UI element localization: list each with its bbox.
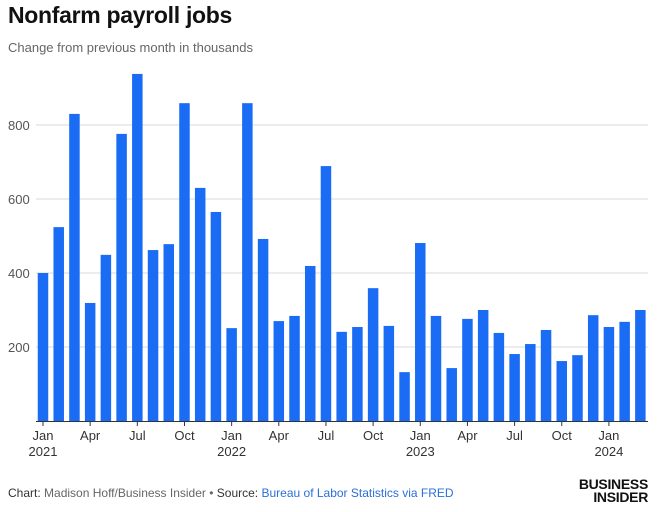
bar-jan-2021 bbox=[37, 273, 49, 421]
bar-feb-2022 bbox=[242, 103, 253, 422]
x-tick-year: 2021 bbox=[29, 444, 58, 459]
x-tick-label: Jan bbox=[598, 428, 619, 443]
bar-mar-2024 bbox=[635, 310, 646, 421]
bar-sep-2022 bbox=[352, 327, 363, 421]
bar-aug-2021 bbox=[147, 250, 159, 421]
bar-dec-2021 bbox=[210, 211, 222, 421]
bar-jul-2022 bbox=[320, 166, 332, 421]
y-tick-label: 400 bbox=[8, 266, 30, 281]
x-tick-year: 2023 bbox=[406, 444, 435, 459]
bar-may-2021 bbox=[100, 254, 112, 421]
x-tick-year: 2022 bbox=[217, 444, 246, 459]
bar-mar-2023 bbox=[446, 368, 457, 421]
chart-author: Madison Hoff/Business Insider bbox=[44, 486, 206, 500]
bar-feb-2023 bbox=[430, 315, 442, 421]
bar-oct-2023 bbox=[556, 361, 568, 421]
x-tick-label: Jul bbox=[506, 428, 523, 443]
bar-feb-2021 bbox=[53, 227, 64, 421]
logo-line1: BUSINESS bbox=[578, 476, 648, 492]
x-tick-label: Oct bbox=[363, 428, 384, 443]
x-tick-label: Oct bbox=[552, 428, 573, 443]
bar-sep-2021 bbox=[163, 244, 175, 421]
bar-oct-2022 bbox=[367, 288, 379, 421]
business-insider-logo: BUSINESS INSIDER bbox=[578, 476, 648, 505]
bar-nov-2023 bbox=[572, 355, 583, 421]
bar-jul-2023 bbox=[509, 354, 520, 421]
bar-dec-2023 bbox=[587, 315, 599, 421]
bar-jan-2022 bbox=[226, 328, 237, 421]
bar-jun-2023 bbox=[493, 332, 505, 421]
x-tick-label: Oct bbox=[174, 428, 195, 443]
bar-apr-2021 bbox=[84, 302, 96, 421]
x-tick-label: Apr bbox=[80, 428, 101, 443]
logo-line2: INSIDER bbox=[593, 489, 648, 505]
bar-nov-2022 bbox=[383, 325, 395, 421]
bar-sep-2023 bbox=[540, 329, 552, 421]
bar-jun-2022 bbox=[304, 265, 316, 421]
bar-apr-2022 bbox=[273, 321, 285, 421]
bar-feb-2024 bbox=[619, 321, 630, 421]
source-label: Source: bbox=[216, 486, 259, 500]
x-tick-label: Apr bbox=[269, 428, 290, 443]
bar-apr-2023 bbox=[462, 318, 473, 421]
x-tick-label: Jul bbox=[129, 428, 146, 443]
source-link[interactable]: Bureau of Labor Statistics via FRED bbox=[261, 486, 454, 500]
bar-jan-2024 bbox=[603, 327, 615, 421]
y-tick-label: 800 bbox=[8, 118, 30, 133]
bar-aug-2023 bbox=[525, 344, 536, 421]
bar-mar-2022 bbox=[257, 238, 269, 421]
x-tick-label: Jan bbox=[410, 428, 431, 443]
bar-jul-2021 bbox=[132, 73, 143, 421]
bar-may-2022 bbox=[289, 315, 300, 421]
chart-subtitle: Change from previous month in thousands bbox=[8, 40, 253, 55]
bullet: • bbox=[209, 486, 214, 500]
y-tick-label: 600 bbox=[8, 192, 30, 207]
x-tick-label: Jan bbox=[33, 428, 54, 443]
bar-jun-2021 bbox=[116, 133, 127, 421]
y-tick-label: 200 bbox=[8, 340, 30, 355]
x-tick-label: Jul bbox=[318, 428, 335, 443]
bar-mar-2021 bbox=[69, 113, 80, 422]
x-tick-label: Jan bbox=[221, 428, 242, 443]
bar-jan-2023 bbox=[415, 243, 426, 421]
bar-aug-2022 bbox=[336, 331, 347, 421]
x-tick-year: 2024 bbox=[594, 444, 623, 459]
bar-may-2023 bbox=[477, 310, 489, 421]
chart-title: Nonfarm payroll jobs bbox=[8, 2, 233, 28]
bar-dec-2022 bbox=[399, 372, 410, 421]
x-tick-label: Apr bbox=[457, 428, 478, 443]
chart-footer: Chart: Madison Hoff/Business Insider • S… bbox=[8, 486, 454, 500]
bar-nov-2021 bbox=[194, 187, 206, 421]
chart-label: Chart: bbox=[8, 486, 41, 500]
bar-oct-2021 bbox=[179, 103, 190, 422]
